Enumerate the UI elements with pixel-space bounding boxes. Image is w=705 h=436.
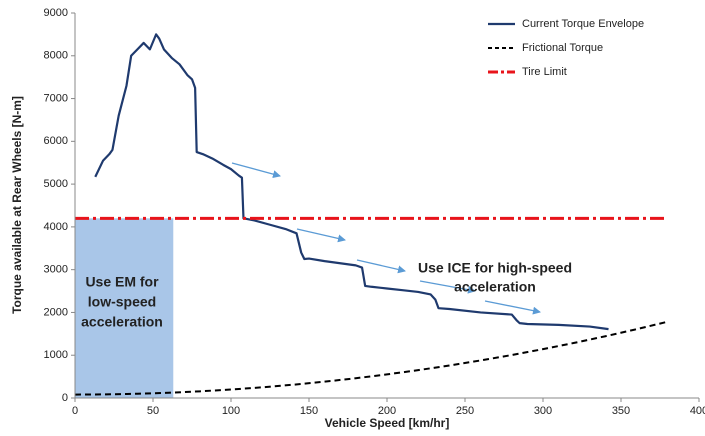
arrows xyxy=(231,162,541,315)
y-tick-label: 2000 xyxy=(44,306,68,318)
y-tick-label: 5000 xyxy=(44,178,68,190)
plot-layer xyxy=(74,33,669,396)
y-axis-title: Torque available at Rear Wheels [N-m] xyxy=(10,96,24,314)
x-tick-label: 150 xyxy=(300,405,318,417)
x-tick-label: 100 xyxy=(222,405,240,417)
y-tick-label: 0 xyxy=(62,392,68,404)
arrow xyxy=(296,228,346,243)
legend-label: Tire Limit xyxy=(522,66,567,78)
annotation: acceleration xyxy=(81,314,163,330)
arrow xyxy=(419,280,476,294)
y-tick-label: 3000 xyxy=(44,264,68,276)
arrow xyxy=(484,300,541,315)
y-tick-label: 1000 xyxy=(44,349,68,361)
region-layer xyxy=(75,218,174,398)
series-line xyxy=(94,33,609,331)
annotation: Use ICE for high-speed xyxy=(418,260,572,276)
arrow xyxy=(356,259,406,274)
x-tick-label: 400 xyxy=(690,405,705,417)
annotation: low-speed xyxy=(88,294,156,310)
legend-label: Current Torque Envelope xyxy=(522,18,644,30)
y-tick-label: 8000 xyxy=(44,50,68,62)
annotation: Use EM for xyxy=(85,274,159,290)
x-axis-title: Vehicle Speed [km/hr] xyxy=(325,416,450,430)
y-tick-label: 4000 xyxy=(44,221,68,233)
x-tick-label: 350 xyxy=(612,405,630,417)
x-tick-label: 300 xyxy=(534,405,552,417)
x-tick-label: 50 xyxy=(147,405,159,417)
legend-label: Frictional Torque xyxy=(522,42,603,54)
annotation: acceleration xyxy=(454,279,536,295)
x-tick-label: 0 xyxy=(72,405,78,417)
arrow xyxy=(231,162,281,179)
y-tick-label: 6000 xyxy=(44,135,68,147)
y-tick-label: 7000 xyxy=(44,92,68,104)
shaded-region xyxy=(75,218,174,398)
x-tick-label: 200 xyxy=(378,405,396,417)
x-tick-label: 250 xyxy=(456,405,474,417)
y-tick-label: 9000 xyxy=(44,7,68,19)
